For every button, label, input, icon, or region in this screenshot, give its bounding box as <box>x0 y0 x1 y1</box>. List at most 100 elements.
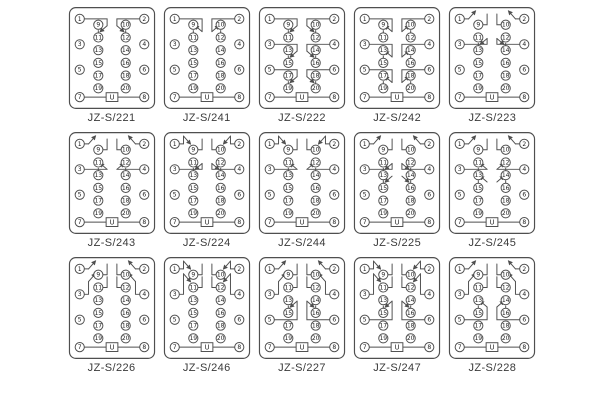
terminal-11: 11 <box>473 157 484 168</box>
terminal-12: 12 <box>405 282 416 293</box>
terminal-16: 16 <box>500 57 512 68</box>
terminal-20: 20 <box>405 83 416 94</box>
terminal-16: 16 <box>310 307 321 318</box>
svg-text:13: 13 <box>380 172 388 179</box>
svg-text:8: 8 <box>523 94 527 101</box>
svg-text:2: 2 <box>428 16 432 23</box>
terminal-3: 3 <box>74 289 85 300</box>
diagram-card: U 1 2 3 4 5 6 7 8 9 10 11 12 13 14 15 16 17 18 19 20 JZ-S/246 <box>163 256 251 374</box>
svg-text:11: 11 <box>94 284 102 291</box>
terminal-18: 18 <box>405 320 416 331</box>
terminal-10: 10 <box>500 19 512 30</box>
model-label: JZ-S/223 <box>468 112 517 124</box>
svg-text:14: 14 <box>217 297 225 304</box>
terminal-8: 8 <box>329 92 340 103</box>
u-coil-box <box>295 342 309 352</box>
svg-text:10: 10 <box>217 272 225 279</box>
terminal-6: 6 <box>424 64 435 75</box>
svg-text:18: 18 <box>502 72 510 79</box>
terminal-4: 4 <box>138 39 149 50</box>
socket-outline <box>354 257 441 359</box>
u-coil-label: U <box>395 343 400 351</box>
terminal-7: 7 <box>74 92 85 103</box>
svg-text:6: 6 <box>523 67 527 74</box>
svg-text:6: 6 <box>237 192 241 199</box>
svg-text:6: 6 <box>523 192 527 199</box>
terminal-7: 7 <box>169 92 180 103</box>
u-coil-box <box>390 217 404 227</box>
svg-text:6: 6 <box>237 67 241 74</box>
terminal-2: 2 <box>233 138 245 149</box>
svg-text:3: 3 <box>268 291 272 298</box>
svg-text:13: 13 <box>475 172 483 179</box>
terminal-16: 16 <box>405 307 416 318</box>
svg-text:1: 1 <box>173 141 177 148</box>
svg-text:16: 16 <box>502 60 510 67</box>
svg-text:14: 14 <box>502 172 510 179</box>
svg-text:20: 20 <box>217 335 225 342</box>
u-coil-box <box>105 217 118 227</box>
svg-text:4: 4 <box>332 166 336 173</box>
terminal-18: 18 <box>120 195 131 206</box>
svg-text:5: 5 <box>268 192 272 199</box>
terminal-13: 13 <box>378 45 389 56</box>
terminal-17: 17 <box>378 320 389 331</box>
svg-text:18: 18 <box>407 322 415 329</box>
svg-text:15: 15 <box>94 60 102 67</box>
svg-text:6: 6 <box>428 67 432 74</box>
terminal-14: 14 <box>405 295 416 306</box>
svg-text:3: 3 <box>363 291 367 298</box>
terminal-2: 2 <box>424 138 435 149</box>
svg-text:17: 17 <box>475 72 483 79</box>
terminal-15: 15 <box>473 57 484 68</box>
terminal-15: 15 <box>283 57 294 68</box>
terminal-16: 16 <box>500 182 512 193</box>
svg-text:14: 14 <box>121 47 129 54</box>
terminal-6: 6 <box>233 64 245 75</box>
svg-text:4: 4 <box>142 41 146 48</box>
terminal-17: 17 <box>473 195 484 206</box>
svg-text:2: 2 <box>523 16 527 23</box>
terminal-17: 17 <box>92 195 103 206</box>
svg-text:6: 6 <box>142 317 146 324</box>
terminal-20: 20 <box>120 333 131 344</box>
svg-text:19: 19 <box>94 335 102 342</box>
svg-text:8: 8 <box>332 344 336 351</box>
terminal-14: 14 <box>310 295 321 306</box>
svg-text:5: 5 <box>458 317 462 324</box>
svg-text:20: 20 <box>121 335 129 342</box>
svg-text:4: 4 <box>332 41 336 48</box>
terminal-4: 4 <box>138 289 149 300</box>
svg-text:15: 15 <box>475 310 483 317</box>
terminal-9: 9 <box>92 144 103 155</box>
svg-text:19: 19 <box>380 335 388 342</box>
svg-text:19: 19 <box>284 210 292 217</box>
terminal-10: 10 <box>405 269 416 280</box>
svg-text:9: 9 <box>96 272 100 279</box>
svg-text:12: 12 <box>312 284 320 291</box>
terminal-18: 18 <box>310 320 321 331</box>
terminal-7: 7 <box>264 217 275 228</box>
svg-text:16: 16 <box>121 310 129 317</box>
svg-text:1: 1 <box>268 141 272 148</box>
terminal-16: 16 <box>120 307 131 318</box>
svg-text:7: 7 <box>268 344 272 351</box>
svg-text:10: 10 <box>407 272 415 279</box>
terminal-2: 2 <box>519 138 530 149</box>
page-body: U 1 2 3 4 5 6 7 8 9 10 11 12 13 14 15 16 17 18 19 20 JZ-S/221… <box>68 7 536 374</box>
socket-outline <box>163 7 250 109</box>
svg-text:4: 4 <box>428 291 432 298</box>
terminal-7: 7 <box>264 342 275 353</box>
svg-text:18: 18 <box>121 322 129 329</box>
terminal-4: 4 <box>138 164 149 175</box>
terminal-12: 12 <box>500 32 512 43</box>
terminal-18: 18 <box>405 195 416 206</box>
model-label: JZ-S/244 <box>278 237 326 249</box>
svg-text:16: 16 <box>502 310 510 317</box>
terminal-12: 12 <box>120 282 131 293</box>
model-label: JZ-S/222 <box>278 112 326 124</box>
terminal-20: 20 <box>500 83 512 94</box>
svg-text:20: 20 <box>502 335 510 342</box>
svg-text:12: 12 <box>312 159 320 166</box>
socket-outline <box>449 132 536 234</box>
